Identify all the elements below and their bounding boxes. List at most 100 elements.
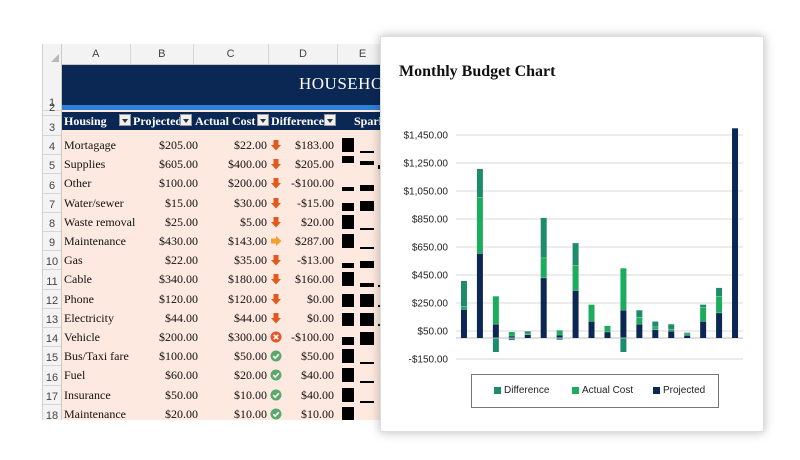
bar-projected[interactable] [460, 309, 467, 338]
bar-projected[interactable] [524, 334, 531, 339]
cell-projected[interactable]: $205.00 [159, 138, 198, 152]
cell-projected[interactable]: $50.00 [165, 387, 198, 402]
row-header[interactable]: 2 [43, 102, 61, 116]
cell-difference[interactable]: $20.00 [301, 214, 334, 229]
row-header[interactable]: 6 [43, 174, 61, 194]
table-row[interactable]: Insurance $50.00 $10.00 $40.00 [62, 386, 388, 405]
cell-projected[interactable]: $340.00 [159, 272, 198, 287]
filter-dropdown-icon[interactable] [257, 114, 269, 126]
cell-category[interactable]: Other [64, 176, 92, 191]
cell-difference[interactable]: $40.00 [301, 368, 334, 383]
cell-actual-cost[interactable]: $300.00 [228, 330, 267, 344]
bar-difference[interactable] [620, 338, 627, 352]
column-header-c[interactable]: C [194, 44, 269, 64]
bar-projected[interactable] [588, 321, 595, 338]
bar-difference[interactable] [700, 304, 707, 308]
cell-category[interactable]: Gas [64, 253, 83, 268]
cell-actual-cost[interactable]: $200.00 [228, 176, 267, 191]
filter-dropdown-icon[interactable] [324, 114, 336, 126]
cell-actual-cost[interactable]: $20.00 [234, 368, 267, 383]
cell-difference[interactable]: -$100.00 [291, 176, 334, 191]
chart-panel[interactable]: Monthly Budget Chart -$150.00 $50.00 $250.… [380, 36, 764, 432]
bar-projected[interactable] [684, 335, 691, 338]
cell-actual-cost[interactable]: $400.00 [228, 157, 267, 172]
bar-difference[interactable] [540, 217, 547, 258]
bar-projected[interactable] [636, 324, 643, 338]
bar-difference[interactable] [524, 331, 531, 334]
cell-actual-cost[interactable]: $35.00 [234, 253, 267, 268]
cell-category[interactable]: Phone [64, 291, 94, 306]
cell-projected[interactable]: $60.00 [165, 368, 198, 383]
cell-category[interactable]: Maintenance [64, 234, 126, 248]
cell-projected[interactable]: $605.00 [159, 157, 198, 172]
row-header[interactable]: 14 [43, 328, 61, 348]
cell-category[interactable]: Waste removal [64, 214, 136, 229]
table-row[interactable]: Vehicle $200.00 $300.00 -$100.00 [62, 328, 388, 347]
row-header[interactable]: 18 [43, 405, 61, 420]
table-row[interactable]: Fuel $60.00 $20.00 $40.00 [62, 366, 388, 385]
bar-actual-cost[interactable] [620, 268, 627, 310]
cell-difference[interactable]: -$13.00 [297, 253, 334, 268]
row-header[interactable]: 8 [43, 213, 61, 232]
row-header[interactable]: 3 [43, 116, 61, 136]
bar-actual-cost[interactable] [476, 197, 483, 254]
cell-difference[interactable]: $160.00 [295, 272, 334, 287]
cell-projected[interactable]: $200.00 [159, 330, 198, 344]
bar-projected[interactable] [476, 253, 483, 338]
cell-actual-cost[interactable]: $50.00 [234, 349, 267, 364]
bar-projected[interactable] [668, 331, 675, 338]
cell-category[interactable]: Supplies [64, 157, 106, 172]
table-row[interactable]: Waste removal $25.00 $5.00 $20.00 [62, 213, 388, 232]
cell-category[interactable]: Bus/Taxi fare [64, 349, 129, 364]
filter-dropdown-icon[interactable] [119, 114, 131, 126]
bar-difference[interactable] [476, 168, 483, 198]
bar-actual-cost[interactable] [700, 307, 707, 322]
bar-actual-cost[interactable] [636, 317, 643, 324]
cell-actual-cost[interactable]: $44.00 [234, 310, 267, 325]
cell-category[interactable]: Vehicle [64, 330, 100, 344]
bar-projected[interactable] [556, 334, 563, 338]
cell-category[interactable]: Water/sewer [64, 195, 124, 210]
bar-difference[interactable] [572, 242, 579, 266]
bar-projected[interactable] [572, 290, 579, 338]
cell-category[interactable]: Maintenance [64, 406, 126, 420]
table-row[interactable]: Maintenance $20.00 $10.00 $10.00 [62, 405, 388, 420]
row-header[interactable]: 11 [43, 270, 61, 290]
bar-actual-cost[interactable] [668, 329, 675, 331]
bar-projected[interactable] [540, 277, 547, 338]
row-header[interactable]: 7 [43, 194, 61, 213]
bar-actual-cost[interactable] [604, 325, 611, 332]
cell-category[interactable]: Fuel [64, 368, 86, 383]
table-row[interactable]: Cable $340.00 $180.00 $160.00 [62, 270, 388, 289]
table-row[interactable]: Gas $22.00 $35.00 -$13.00 [62, 251, 388, 270]
column-header-b[interactable]: B [131, 44, 194, 64]
row-header[interactable]: 1 [43, 64, 61, 111]
select-all-corner[interactable] [43, 44, 62, 64]
cell-actual-cost[interactable]: $22.00 [234, 138, 267, 152]
cell-difference[interactable]: $183.00 [295, 138, 334, 152]
cell-difference[interactable]: $40.00 [301, 387, 334, 402]
cell-difference[interactable]: $0.00 [307, 291, 334, 306]
cell-actual-cost[interactable]: $30.00 [234, 195, 267, 210]
row-header[interactable]: 16 [43, 366, 61, 386]
bar-projected[interactable] [652, 329, 659, 338]
cell-difference[interactable]: $205.00 [295, 157, 334, 172]
bar-difference[interactable] [668, 324, 675, 330]
cell-projected[interactable]: $20.00 [165, 406, 198, 420]
bar-actual-cost[interactable] [508, 331, 515, 336]
row-header[interactable]: 5 [43, 155, 61, 175]
bar-actual-cost[interactable] [460, 306, 467, 310]
cell-difference[interactable]: -$15.00 [297, 195, 334, 210]
bar-difference[interactable] [460, 280, 467, 307]
bar-projected[interactable] [732, 128, 739, 338]
table-row[interactable]: Mortagage $205.00 $22.00 $183.00 [62, 136, 388, 155]
cell-actual-cost[interactable]: $143.00 [228, 234, 267, 248]
cell-projected[interactable]: $44.00 [165, 310, 198, 325]
bar-projected[interactable] [604, 331, 611, 338]
row-header[interactable]: 17 [43, 386, 61, 405]
cell-projected[interactable]: $100.00 [159, 176, 198, 191]
row-header[interactable]: 4 [43, 136, 61, 156]
cell-category[interactable]: Electricity [64, 310, 114, 325]
row-header[interactable]: 13 [43, 309, 61, 328]
cell-difference[interactable]: $0.00 [307, 310, 334, 325]
